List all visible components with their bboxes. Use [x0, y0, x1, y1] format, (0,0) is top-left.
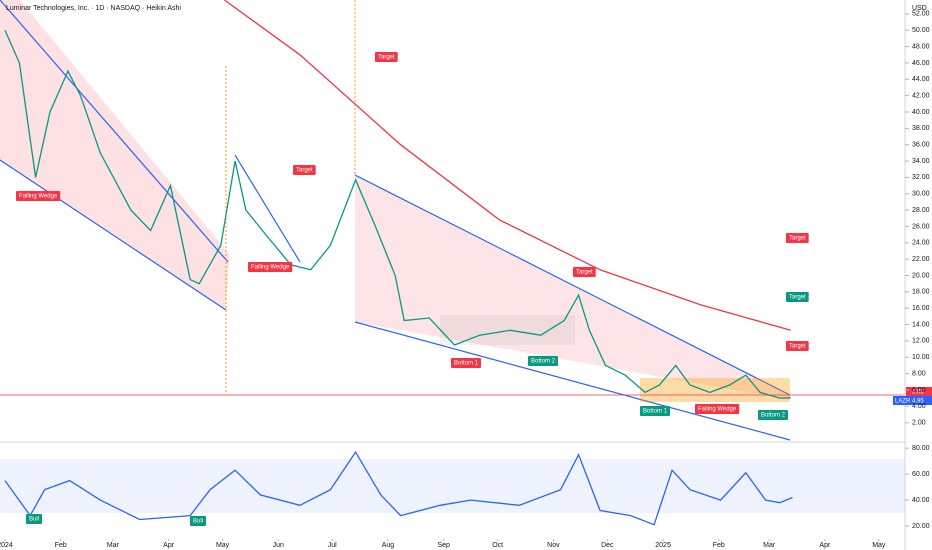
y-tick-label: 60.00: [912, 471, 930, 478]
y-tick-label: 46.00: [912, 60, 930, 67]
x-tick-label: 2024: [0, 542, 13, 549]
rsi-band: [0, 459, 905, 513]
y-tick-label: 12.00: [912, 338, 930, 345]
prev-price: 4.95: [912, 399, 924, 405]
y-tick-label: 16.00: [912, 305, 930, 312]
annotation: Falling Wedge: [19, 194, 58, 200]
y-tick-label: 28.00: [912, 207, 930, 214]
y-tick-label: 22.00: [912, 256, 930, 263]
annotation-box: [786, 233, 809, 243]
annotation-box: [248, 262, 293, 272]
annotation: Bottom 2: [761, 413, 786, 419]
annotation-box: [293, 165, 316, 175]
trend-line: [0, 0, 229, 263]
annotation: Target: [789, 295, 806, 301]
y-tick-label: 20.00: [912, 272, 930, 279]
y-tick-label: 26.00: [912, 223, 930, 230]
trend-line: [234, 154, 301, 263]
y-tick-label: 6.00: [912, 387, 926, 394]
x-tick-label: Sep: [437, 542, 450, 549]
series-line: [4, 29, 791, 399]
y-tick-label: 52.00: [912, 11, 930, 18]
annotation-box: [640, 406, 671, 416]
x-tick-label: Aug: [382, 542, 395, 549]
annotation-box: [16, 191, 61, 201]
symbol: LAZR: [895, 399, 911, 405]
annotation-box: [375, 52, 398, 62]
x-tick-label: Dec: [601, 542, 614, 549]
x-tick-label: 2025: [655, 542, 671, 549]
y-tick-label: 4.00: [912, 403, 926, 410]
annotation-box: [528, 356, 559, 366]
x-tick-label: Apr: [819, 542, 831, 549]
x-tick-label: Mar: [107, 542, 120, 549]
y-tick-label: 50.00: [912, 27, 930, 34]
y-tick-label: 30.00: [912, 191, 930, 198]
y-tick-label: 32.00: [912, 174, 930, 181]
trend-line: [354, 321, 791, 441]
trend-line: [354, 174, 791, 396]
annotation-box: [695, 404, 740, 414]
annotation: Bottom 1: [643, 409, 668, 415]
y-tick-label: 40.00: [912, 109, 930, 116]
x-tick-label: Oct: [492, 542, 503, 549]
currency: USD: [912, 5, 927, 12]
series-line: [4, 450, 793, 526]
annotation: Bottom 1: [454, 361, 479, 367]
y-tick-label: 40.00: [912, 497, 930, 504]
channel: [0, 0, 230, 310]
annotation-box: [573, 267, 596, 277]
annotation-box: [786, 341, 809, 351]
annotation-box: [190, 516, 207, 526]
y-tick-label: 14.00: [912, 321, 930, 328]
y-tick-label: 36.00: [912, 142, 930, 149]
annotation: Falling Wedge: [698, 407, 737, 413]
annotation: Bull: [29, 517, 39, 523]
annotation: Target: [576, 270, 593, 276]
y-tick-label: 10.00: [912, 354, 930, 361]
y-tick-label: 18.00: [912, 289, 930, 296]
x-tick-label: Feb: [713, 542, 725, 549]
chart-title: Luminar Technologies, Inc. · 1D · NASDAQ…: [6, 5, 181, 12]
price-badge: [906, 387, 932, 396]
annotation: Target: [296, 168, 313, 174]
y-tick-label: 24.00: [912, 240, 930, 247]
x-tick-label: Apr: [163, 542, 175, 549]
zone: [440, 315, 575, 345]
price-badge: [893, 396, 932, 405]
annotation-box: [451, 358, 482, 368]
x-tick-label: Feb: [55, 542, 67, 549]
x-tick-label: Jul: [328, 542, 337, 549]
annotation: Bull: [193, 519, 203, 525]
x-tick-label: May: [872, 542, 886, 549]
annotation: Target: [378, 55, 395, 61]
annotation-box: [758, 410, 789, 420]
y-tick-label: 34.00: [912, 158, 930, 165]
y-tick-label: 44.00: [912, 76, 930, 83]
annotation: Bottom 2: [531, 359, 556, 365]
y-tick-label: 48.00: [912, 43, 930, 50]
annotation: Target: [789, 236, 806, 242]
y-tick-label: 38.00: [912, 125, 930, 132]
x-tick-label: May: [216, 542, 230, 549]
y-tick-label: 8.00: [912, 370, 926, 377]
trend-line: [0, 159, 227, 311]
channel: [355, 175, 790, 400]
x-tick-label: Nov: [547, 542, 560, 549]
last-price: 5.05: [912, 390, 924, 396]
y-tick-label: 20.00: [912, 523, 930, 530]
annotation-box: [786, 292, 809, 302]
series-line: [224, 0, 791, 331]
annotation: Target: [789, 344, 806, 350]
y-tick-label: 2.00: [912, 419, 926, 426]
y-tick-label: 42.00: [912, 92, 930, 99]
annotation: Falling Wedge: [251, 265, 290, 271]
x-tick-label: Mar: [763, 542, 776, 549]
x-tick-label: Jun: [273, 542, 284, 549]
annotation-box: [26, 514, 43, 524]
y-tick-label: 80.00: [912, 445, 930, 452]
